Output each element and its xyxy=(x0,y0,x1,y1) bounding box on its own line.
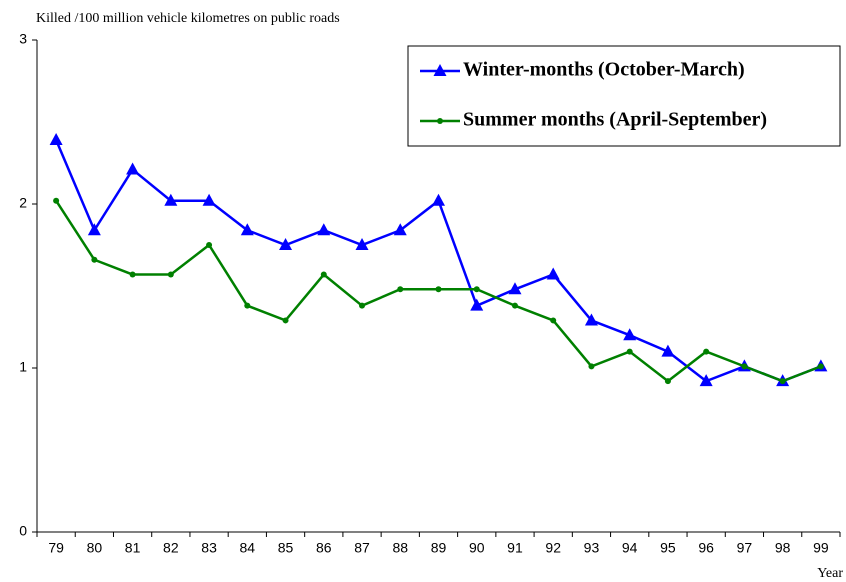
x-tick-label: 89 xyxy=(431,540,447,556)
x-tick-label: 85 xyxy=(278,540,294,556)
x-tick-label: 82 xyxy=(163,540,179,556)
marker xyxy=(550,317,557,324)
marker xyxy=(49,133,63,146)
x-tick-label: 79 xyxy=(48,540,64,556)
marker xyxy=(432,193,445,206)
x-axis-label: Year xyxy=(817,566,843,581)
y-tick-label: 0 xyxy=(19,523,27,539)
marker xyxy=(164,193,178,206)
marker xyxy=(91,256,98,263)
x-tick-label: 93 xyxy=(584,540,600,556)
marker xyxy=(393,223,407,236)
legend-label: Winter-months (October-March) xyxy=(463,59,745,81)
marker xyxy=(699,374,713,387)
marker xyxy=(202,193,216,206)
marker xyxy=(167,271,174,278)
marker xyxy=(588,363,595,370)
x-tick-label: 83 xyxy=(201,540,217,556)
marker xyxy=(817,363,824,370)
marker xyxy=(359,302,366,309)
marker xyxy=(779,378,786,385)
marker xyxy=(435,286,442,293)
marker xyxy=(661,344,675,357)
x-tick-label: 81 xyxy=(125,540,141,556)
marker xyxy=(437,118,443,124)
x-tick-label: 90 xyxy=(469,540,485,556)
marker xyxy=(317,223,331,236)
marker xyxy=(244,302,251,309)
marker xyxy=(126,162,140,175)
marker xyxy=(703,348,710,355)
marker xyxy=(355,238,369,250)
marker xyxy=(470,298,484,311)
legend-label: Summer months (April-September) xyxy=(463,109,767,131)
marker xyxy=(741,363,748,370)
marker xyxy=(664,378,671,385)
marker xyxy=(320,271,327,278)
x-tick-label: 92 xyxy=(545,540,561,556)
marker xyxy=(53,197,60,204)
x-tick-label: 99 xyxy=(813,540,829,556)
marker xyxy=(511,302,518,309)
marker xyxy=(87,223,101,236)
y-tick-label: 2 xyxy=(19,195,27,211)
marker xyxy=(546,267,560,280)
marker xyxy=(279,238,293,250)
x-tick-label: 84 xyxy=(240,540,256,556)
marker xyxy=(433,64,447,76)
x-tick-label: 98 xyxy=(775,540,791,556)
marker xyxy=(282,317,289,324)
y-tick-label: 1 xyxy=(19,359,27,375)
marker xyxy=(584,313,598,326)
marker xyxy=(623,328,637,341)
x-tick-label: 86 xyxy=(316,540,332,556)
x-tick-label: 91 xyxy=(507,540,523,556)
series-line xyxy=(54,139,822,383)
marker xyxy=(240,223,254,236)
x-tick-label: 94 xyxy=(622,540,638,556)
marker xyxy=(473,286,480,293)
chart-title: Killed /100 million vehicle kilometres o… xyxy=(36,11,340,26)
marker xyxy=(508,282,522,295)
marker xyxy=(626,348,633,355)
marker xyxy=(397,286,404,293)
legend-box xyxy=(407,45,841,147)
x-tick-label: 80 xyxy=(87,540,103,556)
marker xyxy=(206,242,213,248)
x-tick-label: 96 xyxy=(698,540,714,556)
x-tick-label: 95 xyxy=(660,540,676,556)
marker xyxy=(129,271,136,278)
x-tick-label: 97 xyxy=(737,540,753,556)
x-tick-label: 87 xyxy=(354,540,370,556)
x-tick-label: 88 xyxy=(392,540,408,556)
y-tick-label: 3 xyxy=(19,31,27,47)
